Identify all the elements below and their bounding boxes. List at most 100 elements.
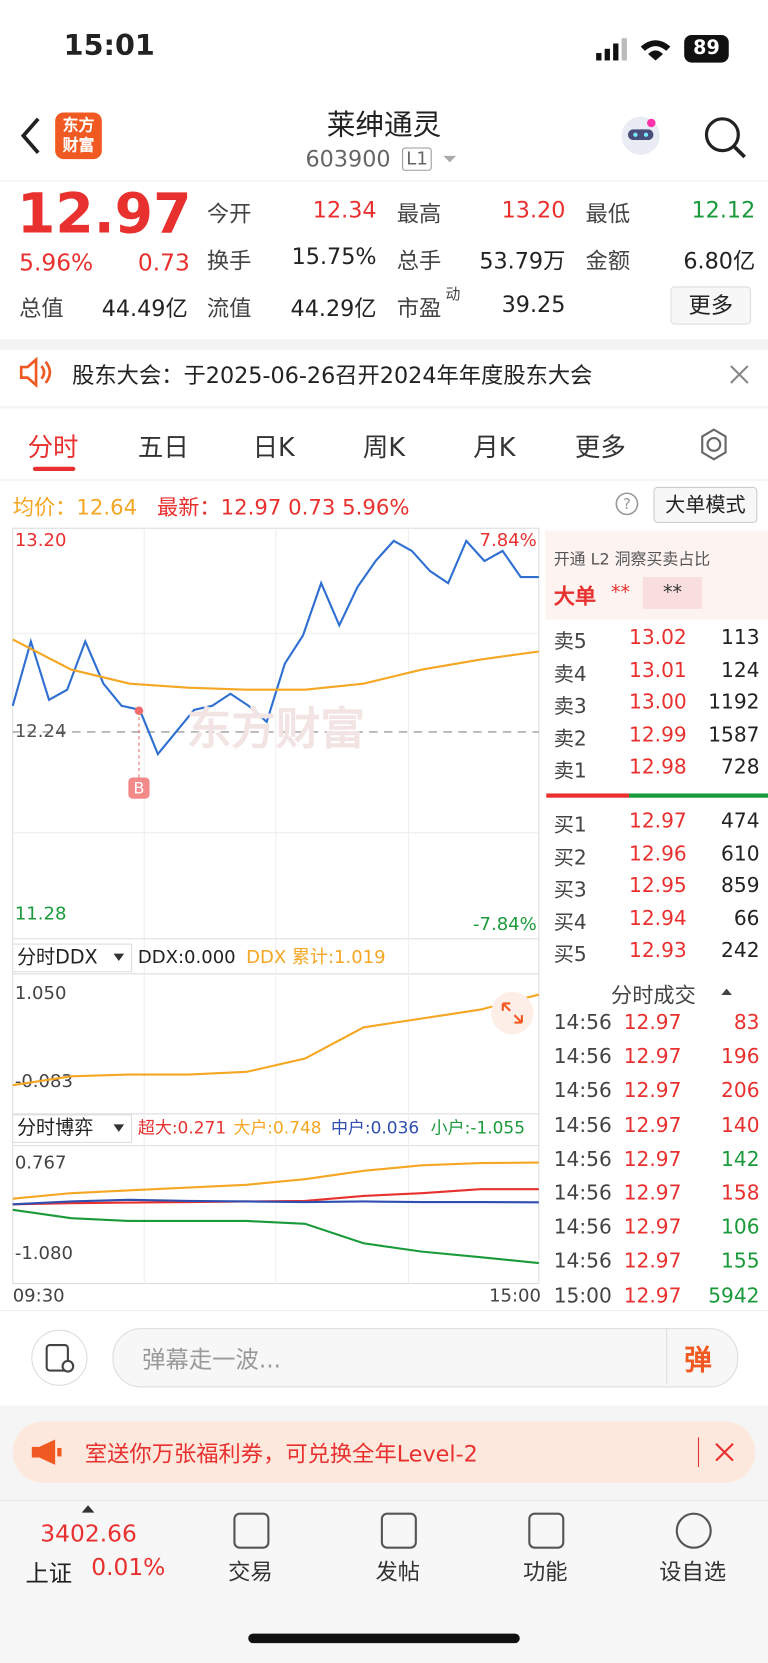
home-indicator — [248, 1633, 520, 1644]
field-label: 今开 — [206, 201, 252, 228]
index-percent: 0.01% — [91, 1555, 166, 1582]
series-line — [12, 1208, 539, 1265]
trade-volume: 142 — [721, 1147, 760, 1171]
y-tick-label: 12.24 — [15, 721, 67, 742]
nav-item[interactable]: 发帖 — [375, 1559, 421, 1585]
book-volume: 610 — [721, 841, 760, 866]
trade-time: 14:56 — [553, 1147, 612, 1171]
separator — [0, 339, 768, 351]
series-line — [12, 993, 540, 1087]
comment-input[interactable] — [112, 1328, 739, 1388]
nav-item[interactable]: 交易 — [228, 1559, 273, 1585]
y-tick-label: 1.050 — [15, 983, 67, 1004]
trade-volume: 158 — [721, 1181, 760, 1206]
book-volume: 113 — [721, 625, 760, 650]
tab[interactable]: 更多 — [574, 432, 626, 463]
help-icon[interactable]: ? — [613, 490, 641, 518]
book-price: 13.00 — [629, 690, 687, 714]
trade-volume: 140 — [721, 1113, 760, 1137]
more-button[interactable]: 更多 — [670, 286, 752, 325]
book-price: 12.93 — [629, 938, 687, 963]
last-value: 12.97 — [220, 494, 282, 520]
big-value: ** — [662, 581, 683, 604]
field-label: 流值 — [206, 295, 252, 322]
book-label: 买3 — [553, 878, 587, 902]
tab[interactable]: 分时 — [27, 432, 79, 463]
field-label: 最高 — [396, 201, 442, 228]
trade-volume: 196 — [721, 1045, 760, 1069]
trade-time: 14:56 — [553, 1045, 612, 1069]
book-volume: 859 — [721, 874, 760, 898]
settings-icon[interactable] — [696, 426, 732, 462]
nav-icon — [380, 1512, 417, 1549]
trade-marker: B — [133, 779, 144, 798]
percent-change: 5.96% — [19, 250, 94, 277]
book-label: 卖1 — [553, 759, 587, 783]
book-label: 卖4 — [553, 662, 587, 686]
mode-button[interactable]: 大单模式 — [653, 486, 758, 523]
danmaku-button[interactable]: 弹 — [684, 1345, 712, 1377]
trade-price: 12.97 — [623, 1113, 682, 1137]
book-volume: 124 — [721, 658, 760, 682]
right-label: 7.84% — [480, 530, 537, 551]
last-label: 最新：12.97 0.73 5.96% — [157, 490, 410, 521]
close-promo — [747, 533, 764, 550]
level-badge[interactable]: L1 — [402, 147, 433, 171]
trades-arrow — [721, 988, 732, 996]
trade-price: 12.97 — [623, 1079, 682, 1103]
close-notice[interactable] — [728, 363, 751, 386]
ddx-stat: DDX:0.000 — [138, 947, 236, 968]
tab-indicator — [32, 466, 76, 471]
legend-entry: 小户:-1.055 — [431, 1119, 525, 1139]
avg-label: 均价：12.64 — [13, 490, 137, 521]
avg-label-text: 均价： — [12, 494, 77, 520]
book-label: 买1 — [553, 813, 587, 837]
nav-icon — [528, 1512, 565, 1549]
marker-box — [128, 777, 150, 799]
book-label: 买5 — [553, 943, 587, 967]
book-volume: 1587 — [708, 722, 760, 747]
ddx-stat: DDX 累计:1.019 — [246, 947, 386, 968]
l2-promo[interactable]: 开通 L2 洞察买卖占比 — [553, 549, 711, 569]
book-label: 卖3 — [553, 694, 587, 719]
trade-volume: 155 — [721, 1250, 760, 1274]
tab[interactable]: 月K — [473, 432, 516, 463]
nav-item[interactable]: 设自选 — [659, 1559, 727, 1585]
comment-icon[interactable] — [30, 1328, 89, 1387]
field-value: 39.25 — [501, 291, 566, 318]
dropdown-arrow — [443, 155, 457, 163]
trades-title: 分时成交 — [611, 982, 696, 1008]
trade-volume: 5942 — [708, 1284, 760, 1308]
tab[interactable]: 五日 — [137, 432, 189, 463]
book-volume: 474 — [721, 809, 760, 833]
field-label: 市盈 — [396, 295, 442, 322]
field-value: 12.34 — [312, 197, 377, 223]
book-price: 12.96 — [629, 841, 687, 866]
nav-item[interactable]: 功能 — [522, 1559, 568, 1585]
series-line — [12, 1161, 539, 1200]
promo-banner[interactable] — [12, 1421, 756, 1483]
book-price: 13.01 — [629, 658, 687, 682]
divider — [697, 1437, 700, 1468]
trade-time: 14:56 — [553, 1010, 612, 1035]
expand-button — [491, 991, 534, 1035]
tab[interactable]: 周K — [362, 432, 406, 463]
legend-entry: 中户:0.036 — [331, 1119, 419, 1139]
trade-time: 14:56 — [553, 1181, 612, 1206]
search-icon[interactable] — [700, 112, 749, 161]
last-change: 0.73 — [288, 494, 336, 520]
marker-dot — [134, 706, 144, 715]
last-price: 12.97 — [16, 182, 192, 247]
x-tick-label: 15:00 — [489, 1285, 541, 1306]
notice-text[interactable]: 股东大会：于2025-06-26召开2024年年度股东大会 — [72, 362, 593, 389]
robot-icon[interactable] — [615, 112, 668, 159]
trade-time: 14:56 — [553, 1215, 612, 1240]
divider — [0, 180, 768, 182]
series-line — [12, 1198, 539, 1206]
back-button[interactable] — [15, 115, 47, 157]
big-value: ** — [611, 581, 631, 604]
tab[interactable]: 日K — [252, 432, 295, 463]
divider — [0, 479, 768, 481]
close-banner[interactable] — [713, 1441, 736, 1464]
svg-text:?: ? — [623, 495, 631, 513]
